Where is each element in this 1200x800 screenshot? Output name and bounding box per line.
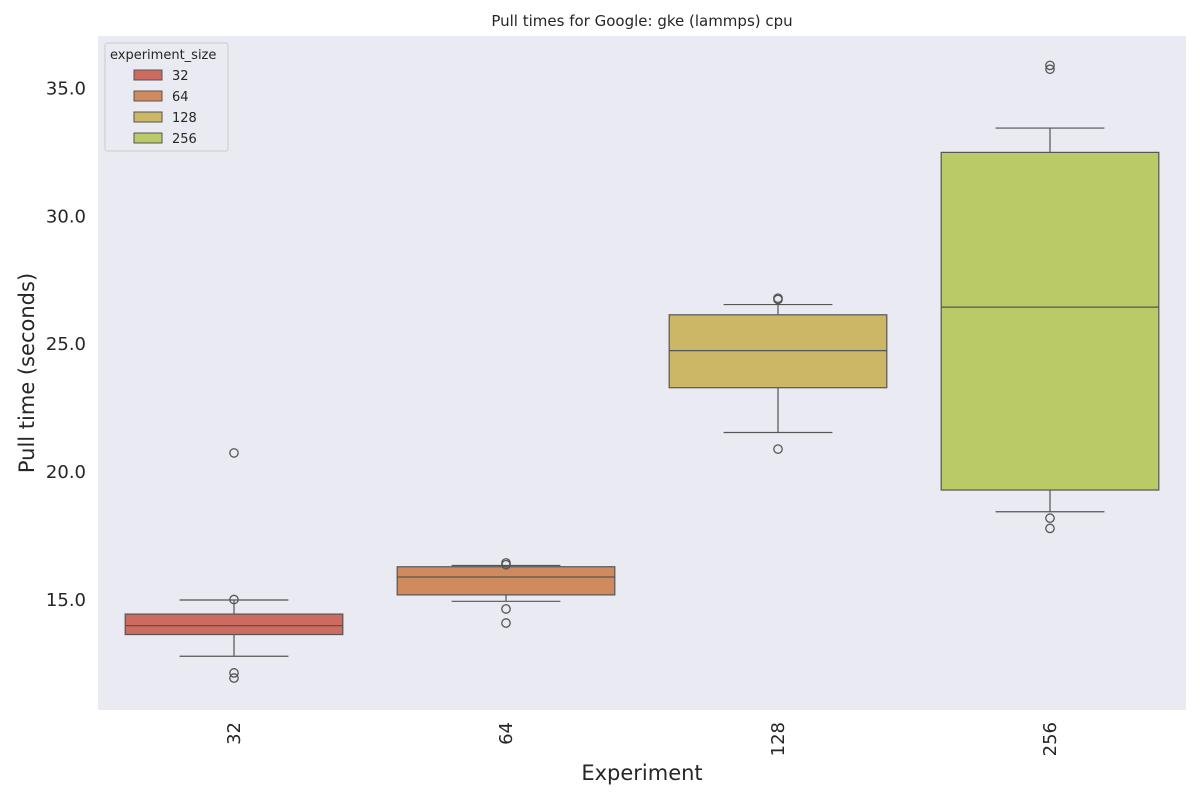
box-32 [124,448,344,683]
outlier-point [229,448,239,458]
outlier-point [229,673,239,683]
x-axis-label: Experiment [581,761,702,785]
box-layer [124,60,1160,683]
legend-swatch [133,90,163,102]
box-256 [940,60,1160,534]
x-tick-label: 128 [768,722,789,756]
legend-label: 128 [172,111,197,126]
iqr-box [668,314,888,389]
outlier-point [773,294,783,305]
box-64 [396,558,616,628]
legend-entry-64: 64 [133,90,189,105]
y-tick-label: 25.0 [46,334,86,355]
outlier-point [1045,60,1055,71]
outlier-point [501,559,511,570]
x-tick-label: 32 [224,722,245,745]
legend-label: 256 [172,132,197,147]
outlier-point [1045,523,1055,534]
y-tick-label: 35.0 [46,78,86,99]
legend-label: 32 [172,69,189,84]
y-tick-label: 30.0 [46,206,86,227]
outlier-point [1045,64,1055,75]
iqr-box [396,566,616,596]
legend-swatch [133,132,163,144]
legend: experiment_size 32 64 128 256 [104,42,229,152]
y-tick-label: 20.0 [46,462,86,483]
outlier-point [773,444,783,454]
legend-title: experiment_size [110,48,216,63]
outlier-point [501,618,511,628]
x-tick-label: 256 [1040,722,1061,756]
y-axis-ticks: 15.0 20.0 25.0 30.0 35.0 [46,78,86,611]
iqr-box [124,613,344,636]
iqr-box [940,151,1160,491]
y-tick-label: 15.0 [46,590,86,611]
legend-entries: 32 64 128 256 [133,69,197,147]
outlier-point [501,604,511,614]
outlier-point [1045,513,1055,524]
y-axis-label: Pull time (seconds) [15,273,39,473]
legend-entry-256: 256 [133,132,197,147]
outlier-point [229,594,239,605]
legend-entry-128: 128 [133,111,197,126]
legend-swatch [133,111,163,123]
outlier-point [229,668,239,678]
chart-title: Pull times for Google: gke (lammps) cpu [491,12,792,30]
x-tick-label: 64 [496,722,517,745]
box-128 [668,293,888,454]
x-axis-ticks: 32 64 128 256 [224,722,1061,756]
legend-swatch [133,69,163,81]
legend-label: 64 [172,90,189,105]
legend-entry-32: 32 [133,69,189,84]
